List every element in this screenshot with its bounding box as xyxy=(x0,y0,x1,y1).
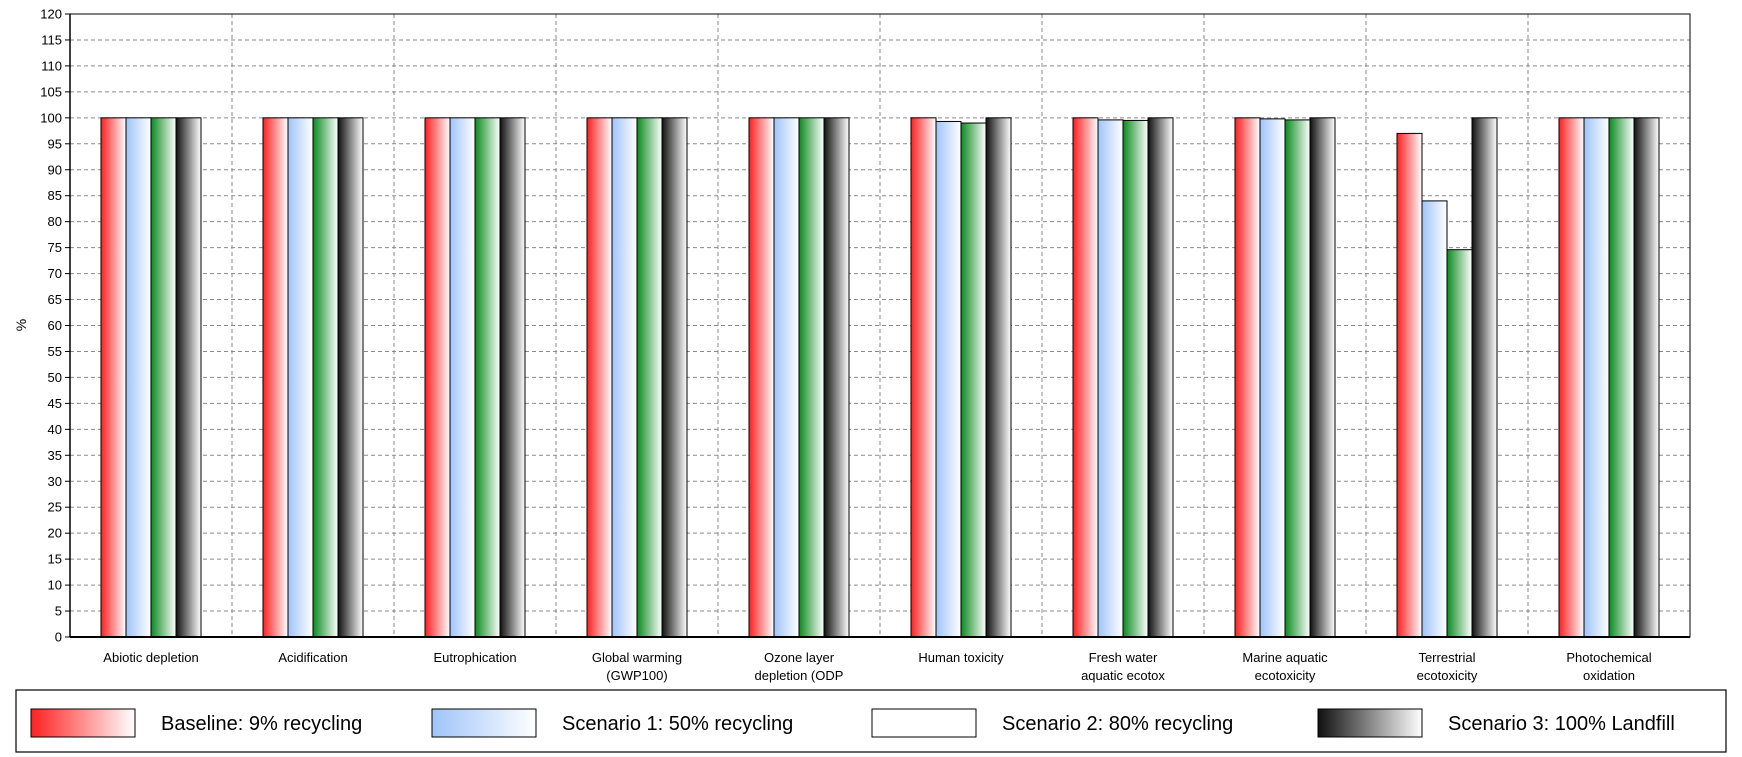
bar-abiotic-depletion-series-3 xyxy=(150,117,177,638)
legend-label-series-4: Scenario 3: 100% Landfill xyxy=(1448,713,1675,735)
bar-ozone-layer-depletion-odp-series-1 xyxy=(748,117,775,638)
bar-terrestrial-ecotoxicity-series-4 xyxy=(1471,117,1498,638)
y-tick-labels: 0 5 10 15 20 25 30 35 40 45 50 55 60 65 70 75 80 85 90 95 10… xyxy=(40,7,62,645)
y-tick-label: 10 xyxy=(48,578,62,593)
bar-fresh-water-aquatic-ecotox-series-4 xyxy=(1147,117,1174,638)
bar-human-toxicity-series-1 xyxy=(910,117,937,638)
category-label: Abiotic depletion xyxy=(103,650,198,665)
y-tick-label: 45 xyxy=(48,396,62,411)
bar-eutrophication-series-1 xyxy=(424,117,451,638)
category-label: Human toxicity xyxy=(918,650,1004,665)
category-label: Marine aquatic xyxy=(1242,650,1328,665)
bar-terrestrial-ecotoxicity-series-2 xyxy=(1421,200,1448,638)
legend: Baseline: 9% recycling Scenario 1: 50% re… xyxy=(15,689,1727,753)
category-label: Eutrophication xyxy=(433,650,516,665)
bar-marine-aquatic-ecotoxicity-series-3 xyxy=(1284,119,1311,638)
category-label: Fresh water xyxy=(1089,650,1158,665)
y-tick-label: 55 xyxy=(48,344,62,359)
bar-global-warming-gwp100-series-3 xyxy=(636,117,663,638)
y-tick-label: 25 xyxy=(48,500,62,515)
y-tick-label: 105 xyxy=(40,84,62,99)
category-label: Acidification xyxy=(278,650,347,665)
bars xyxy=(100,117,1660,638)
category-label: (GWP100) xyxy=(606,668,667,683)
bar-acidification-series-3 xyxy=(312,117,339,638)
legend-label-series-2: Scenario 1: 50% recycling xyxy=(562,713,793,735)
bar-marine-aquatic-ecotoxicity-series-4 xyxy=(1309,117,1336,638)
legend-swatch-series-4 xyxy=(1317,708,1423,738)
bar-ozone-layer-depletion-odp-series-3 xyxy=(798,117,825,638)
category-label: Photochemical xyxy=(1566,650,1651,665)
y-tick-label: 50 xyxy=(48,370,62,385)
y-tick-label: 115 xyxy=(41,32,62,47)
bar-photochemical-oxidation-series-3 xyxy=(1608,117,1635,638)
category-label: Global warming xyxy=(592,650,682,665)
category-label: Terrestrial xyxy=(1418,650,1475,665)
bar-ozone-layer-depletion-odp-series-2 xyxy=(773,117,800,638)
bar-human-toxicity-series-3 xyxy=(960,122,987,638)
bar-eutrophication-series-4 xyxy=(499,117,526,638)
bar-abiotic-depletion-series-2 xyxy=(125,117,152,638)
category-label: aquatic ecotox xyxy=(1081,668,1165,683)
y-tick-label: 70 xyxy=(48,266,62,281)
category-label: Ozone layer xyxy=(764,650,835,665)
category-labels: Abiotic depletion Acidification Eutrophica… xyxy=(103,650,1651,683)
bar-acidification-series-2 xyxy=(287,117,314,638)
bar-terrestrial-ecotoxicity-series-1 xyxy=(1396,132,1423,638)
y-tick-label: 65 xyxy=(48,292,62,307)
axes xyxy=(65,13,1691,638)
y-tick-label: 75 xyxy=(48,240,62,255)
y-tick-label: 40 xyxy=(48,422,62,437)
bar-fresh-water-aquatic-ecotox-series-3 xyxy=(1122,119,1149,638)
legend-swatch-series-2 xyxy=(431,708,537,738)
y-tick-label: 0 xyxy=(55,630,62,645)
y-tick-label: 30 xyxy=(48,474,62,489)
legend-swatch-series-3 xyxy=(871,708,977,738)
category-label: depletion (ODP xyxy=(755,668,844,683)
legend-label-series-3: Scenario 2: 80% recycling xyxy=(1002,713,1233,735)
y-tick-label: 60 xyxy=(48,318,62,333)
bar-global-warming-gwp100-series-2 xyxy=(611,117,638,638)
bar-fresh-water-aquatic-ecotox-series-2 xyxy=(1097,119,1124,638)
bar-fresh-water-aquatic-ecotox-series-1 xyxy=(1072,117,1099,638)
bar-eutrophication-series-2 xyxy=(449,117,476,638)
y-tick-label: 95 xyxy=(48,136,62,151)
bar-human-toxicity-series-4 xyxy=(985,117,1012,638)
y-tick-label: 90 xyxy=(48,162,62,177)
bar-photochemical-oxidation-series-4 xyxy=(1633,117,1660,638)
bar-eutrophication-series-3 xyxy=(474,117,501,638)
bar-terrestrial-ecotoxicity-series-3 xyxy=(1446,249,1473,638)
y-tick-label: 35 xyxy=(48,448,62,463)
bar-ozone-layer-depletion-odp-series-4 xyxy=(823,117,850,638)
y-tick-label: 120 xyxy=(40,7,62,22)
bar-global-warming-gwp100-series-1 xyxy=(586,117,613,638)
y-tick-label: 15 xyxy=(48,552,62,567)
bar-acidification-series-1 xyxy=(262,117,289,638)
y-tick-label: 80 xyxy=(48,214,62,229)
category-label: ecotoxicity xyxy=(1417,668,1478,683)
bar-human-toxicity-series-2 xyxy=(935,120,962,638)
bar-global-warming-gwp100-series-4 xyxy=(661,117,688,638)
bar-marine-aquatic-ecotoxicity-series-1 xyxy=(1234,117,1261,638)
bar-abiotic-depletion-series-4 xyxy=(175,117,202,638)
y-tick-label: 5 xyxy=(55,604,62,619)
category-label: oxidation xyxy=(1583,668,1635,683)
y-tick-label: 110 xyxy=(41,58,62,73)
category-label: ecotoxicity xyxy=(1255,668,1316,683)
bar-photochemical-oxidation-series-1 xyxy=(1558,117,1585,638)
legend-label-series-1: Baseline: 9% recycling xyxy=(161,713,362,735)
bar-acidification-series-4 xyxy=(337,117,364,638)
bar-marine-aquatic-ecotoxicity-series-2 xyxy=(1259,118,1286,638)
bar-photochemical-oxidation-series-2 xyxy=(1583,117,1610,638)
bar-abiotic-depletion-series-1 xyxy=(100,117,127,638)
y-axis-label: % xyxy=(13,319,29,331)
legend-swatch-series-1 xyxy=(30,708,136,738)
y-tick-label: 85 xyxy=(48,188,62,203)
y-tick-label: 20 xyxy=(48,526,62,541)
legend-box xyxy=(15,689,1727,753)
y-tick-label: 100 xyxy=(40,110,62,125)
